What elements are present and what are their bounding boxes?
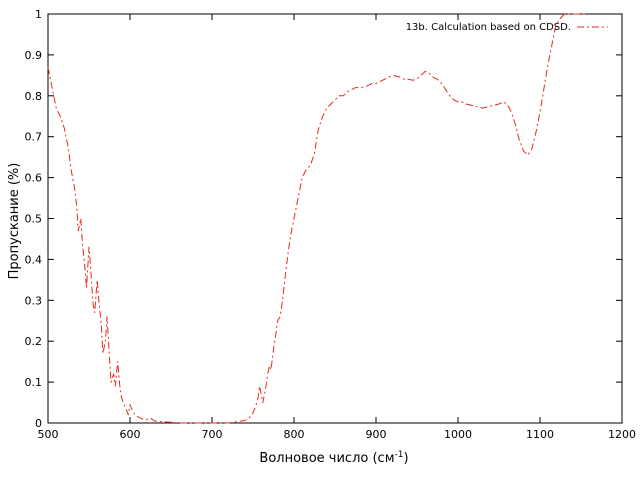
y-tick-label: 0.8 — [25, 90, 43, 103]
x-tick-label: 600 — [120, 428, 141, 441]
series-line — [47, 13, 586, 424]
x-tick-label: 1100 — [526, 428, 554, 441]
x-tick-label: 700 — [202, 428, 223, 441]
y-tick-label: 0.6 — [25, 172, 43, 185]
y-tick-label: 0.1 — [25, 376, 43, 389]
y-tick-label: 1 — [35, 8, 42, 21]
y-tick-label: 0.5 — [25, 213, 43, 226]
x-tick-label: 1000 — [444, 428, 472, 441]
y-axis-title: Пропускание (%) — [7, 163, 22, 280]
legend-label: 13b. Calculation based on CDSD. — [406, 22, 571, 33]
y-tick-label: 0 — [35, 417, 42, 430]
x-axis-title: Волновое число (см-1) — [259, 450, 408, 466]
x-tick-label: 800 — [284, 428, 305, 441]
plot-frame — [47, 13, 623, 424]
y-tick-label: 0.4 — [25, 253, 43, 266]
x-tick-label: 500 — [38, 428, 59, 441]
y-tick-label: 0.2 — [25, 335, 43, 348]
x-tick-label: 900 — [366, 428, 387, 441]
y-tick-label: 0.9 — [25, 49, 43, 62]
x-tick-label: 1200 — [608, 428, 636, 441]
y-tick-label: 0.7 — [25, 131, 43, 144]
y-tick-label: 0.3 — [25, 294, 43, 307]
